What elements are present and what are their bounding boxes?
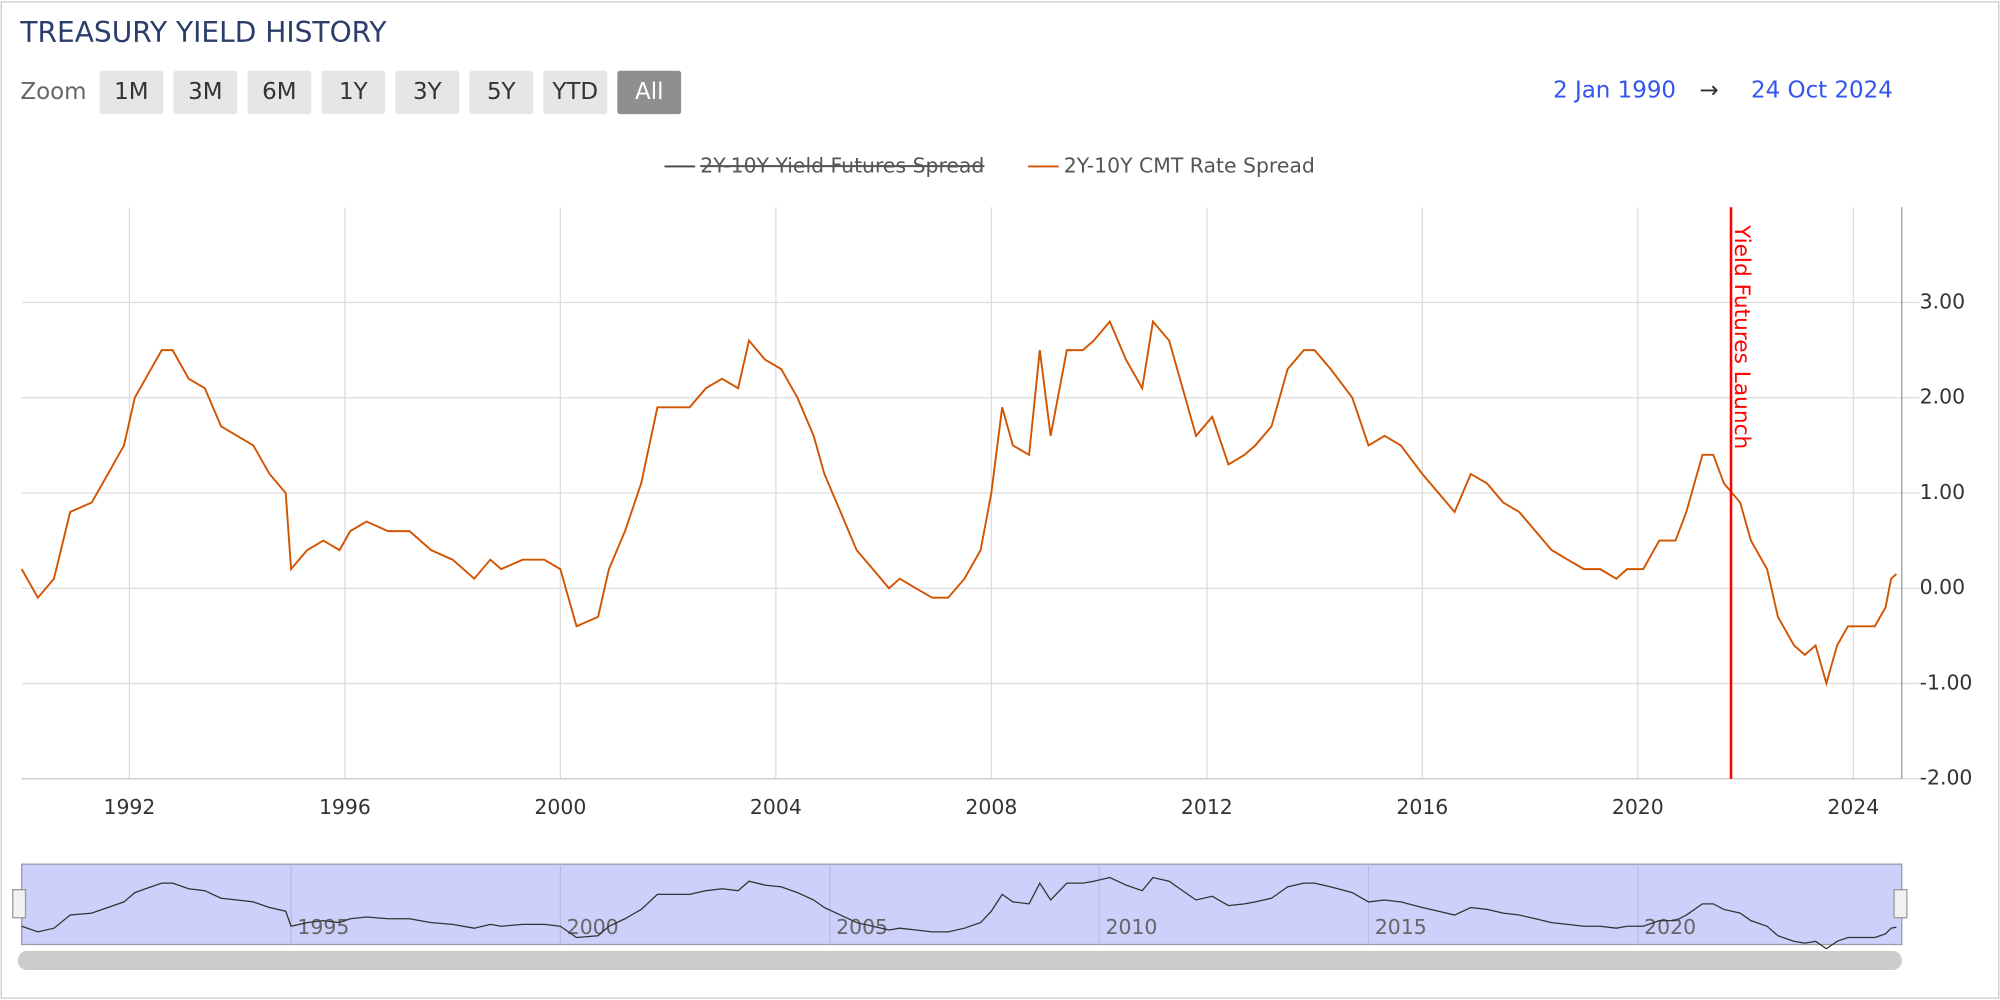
scrollbar[interactable] xyxy=(17,950,1902,971)
zoom-button-label[interactable]: 1M xyxy=(114,79,148,105)
zoom-button-label[interactable]: 3M xyxy=(188,79,222,105)
zoom-button[interactable] xyxy=(617,70,682,115)
y-tick-label: 2.00 xyxy=(1920,385,1965,409)
zoom-button[interactable] xyxy=(395,70,460,115)
x-tick-label: 2020 xyxy=(1612,795,1664,819)
x-tick-label: 2024 xyxy=(1827,795,1879,819)
zoom-button-label[interactable]: All xyxy=(635,79,663,105)
zoom-button[interactable] xyxy=(173,70,238,115)
x-tick-label: 2012 xyxy=(1181,795,1233,819)
navigator-tick-label: 2010 xyxy=(1105,915,1157,939)
zoom-button-label[interactable]: 5Y xyxy=(487,79,517,105)
x-tick-label: 2008 xyxy=(965,795,1017,819)
zoom-button[interactable] xyxy=(247,70,312,115)
y-tick-label: 3.00 xyxy=(1920,290,1965,314)
navigator-line xyxy=(21,876,1897,950)
series-line xyxy=(20,319,1898,687)
navigator-tick-label: 1995 xyxy=(297,915,349,939)
x-tick-label: 1996 xyxy=(319,795,371,819)
range-to[interactable]: 24 Oct 2024 xyxy=(1751,78,1893,104)
zoom-button[interactable] xyxy=(543,70,608,115)
y-tick-label: 0.00 xyxy=(1920,575,1965,599)
range-from[interactable]: 2 Jan 1990 xyxy=(1553,78,1676,104)
zoom-button[interactable] xyxy=(99,70,164,115)
zoom-button-label[interactable]: 3Y xyxy=(413,79,443,105)
x-tick-label: 1992 xyxy=(103,795,155,819)
navigator-tick-label: 2020 xyxy=(1644,915,1696,939)
navigator-handle[interactable] xyxy=(12,889,27,919)
zoom-button[interactable] xyxy=(469,70,534,115)
zoom-label: Zoom xyxy=(20,79,86,105)
legend-item[interactable]: 2Y-10Y CMT Rate Spread xyxy=(1064,153,1315,177)
navigator-tick-label: 2005 xyxy=(836,915,888,939)
x-tick-label: 2004 xyxy=(750,795,802,819)
navigator-handle[interactable] xyxy=(1893,889,1908,919)
plot-line-label: Yield Futures Launch xyxy=(1729,224,1754,449)
x-tick-label: 2000 xyxy=(534,795,586,819)
legend-item[interactable]: 2Y-10Y Yield Futures Spread xyxy=(700,153,984,177)
y-tick-label: 1.00 xyxy=(1920,480,1965,504)
range-arrow: → xyxy=(1700,78,1719,104)
zoom-button-label[interactable]: 1Y xyxy=(339,79,369,105)
y-tick-label: -1.00 xyxy=(1920,670,1973,694)
zoom-button[interactable] xyxy=(321,70,386,115)
navigator-tick-label: 2000 xyxy=(567,915,619,939)
navigator-tick-label: 2015 xyxy=(1375,915,1427,939)
chart-title: TREASURY YIELD HISTORY xyxy=(19,16,387,49)
zoom-button-label[interactable]: YTD xyxy=(551,79,598,105)
x-tick-label: 2016 xyxy=(1396,795,1448,819)
y-tick-label: -2.00 xyxy=(1920,766,1973,790)
zoom-button-label[interactable]: 6M xyxy=(262,79,296,105)
